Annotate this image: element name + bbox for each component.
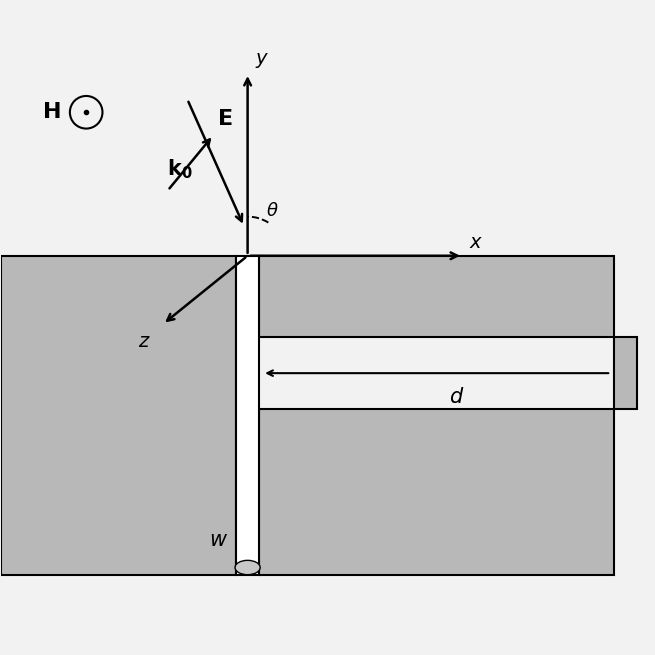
Bar bbox=[614, 337, 637, 409]
Text: $y$: $y$ bbox=[255, 51, 270, 70]
Bar bbox=[1, 255, 236, 575]
Text: $w$: $w$ bbox=[209, 530, 229, 550]
Text: $x$: $x$ bbox=[470, 233, 483, 252]
Text: $\mathbf{k_0}$: $\mathbf{k_0}$ bbox=[167, 158, 193, 181]
Ellipse shape bbox=[235, 560, 260, 574]
Text: $\theta$: $\theta$ bbox=[266, 202, 278, 220]
Text: $d$: $d$ bbox=[449, 386, 464, 407]
Text: $z$: $z$ bbox=[138, 332, 151, 351]
Bar bbox=[236, 255, 259, 575]
Text: $\mathbf{E}$: $\mathbf{E}$ bbox=[217, 109, 232, 128]
Text: $\mathbf{H}$: $\mathbf{H}$ bbox=[41, 102, 60, 122]
Bar bbox=[259, 255, 614, 337]
Bar bbox=[259, 409, 614, 575]
